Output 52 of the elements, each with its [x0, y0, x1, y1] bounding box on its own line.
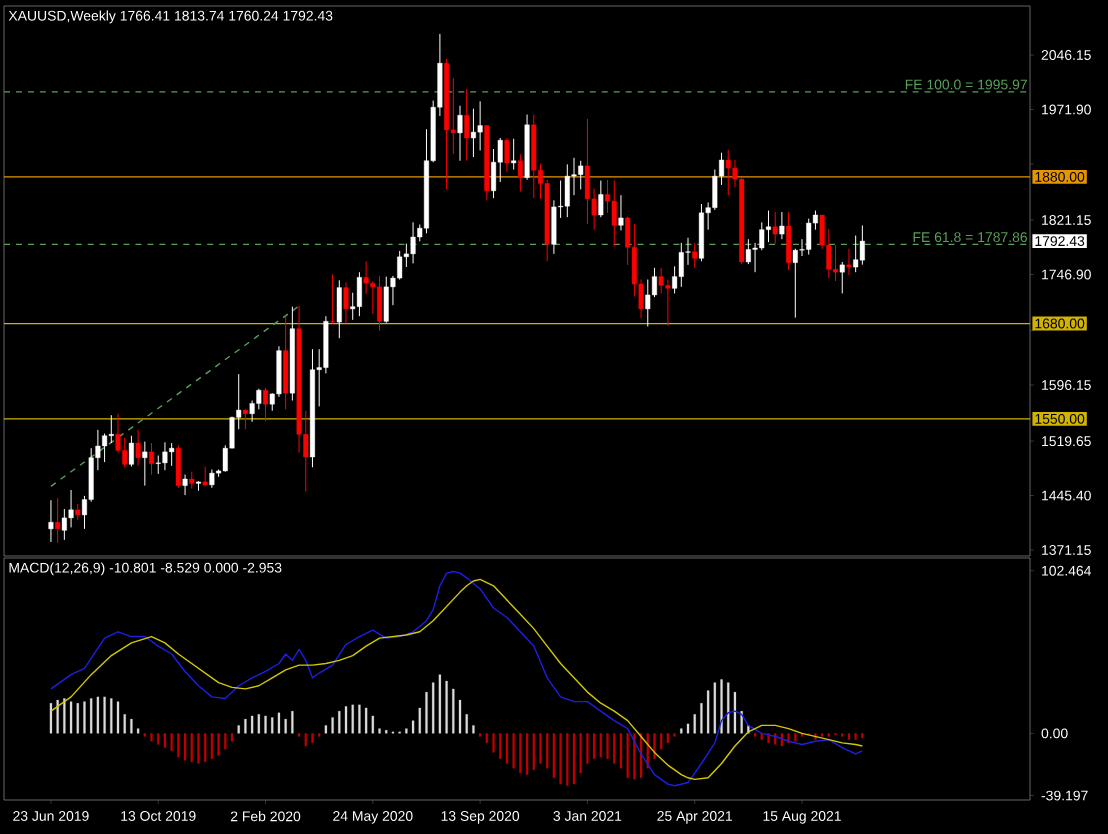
candlestick: [343, 281, 349, 325]
candlestick: [356, 271, 362, 317]
candlestick: [377, 275, 383, 332]
candlestick: [242, 408, 248, 430]
candlestick: [578, 160, 584, 190]
candlestick: [155, 455, 161, 475]
candlestick: [765, 210, 771, 243]
candlestick: [283, 316, 289, 410]
candlestick: [611, 180, 617, 248]
candlestick: [383, 276, 389, 324]
candlestick: [135, 429, 141, 467]
candlestick: [678, 242, 684, 288]
candlestick: [209, 468, 215, 489]
candlestick: [55, 497, 61, 544]
candlestick: [584, 118, 590, 225]
candlestick: [128, 435, 134, 468]
candlestick: [182, 474, 188, 496]
candlestick: [786, 211, 792, 271]
candlestick: [477, 100, 483, 151]
candlestick: [464, 88, 470, 162]
candlestick: [846, 248, 852, 276]
candlestick: [618, 194, 624, 231]
candlestick: [504, 137, 510, 173]
candlestick: [806, 218, 812, 256]
candlestick: [491, 148, 497, 199]
candlestick: [162, 441, 168, 471]
candlestick: [336, 279, 342, 339]
candlestick: [833, 244, 839, 282]
candlestick: [410, 221, 416, 264]
candlestick: [531, 114, 537, 199]
candlestick: [564, 163, 570, 218]
candlestick: [859, 224, 865, 266]
candlestick: [779, 211, 785, 240]
candlestick: [511, 138, 517, 171]
candlestick: [48, 499, 54, 543]
candlestick: [470, 108, 476, 158]
candlestick: [772, 211, 778, 245]
candlestick: [263, 387, 269, 422]
candlestick: [169, 442, 175, 467]
candlestick: [598, 180, 604, 218]
candlestick: [457, 105, 463, 162]
candlestick: [698, 203, 704, 262]
candlestick: [330, 273, 336, 325]
candlestick: [517, 153, 523, 193]
candlestick: [745, 238, 751, 265]
candlestick: [839, 261, 845, 294]
candlestick: [175, 444, 181, 489]
candlestick: [692, 242, 698, 269]
candlestick: [276, 345, 282, 398]
candlestick: [725, 149, 731, 196]
candlestick: [142, 441, 148, 487]
candlestick: [149, 442, 155, 476]
